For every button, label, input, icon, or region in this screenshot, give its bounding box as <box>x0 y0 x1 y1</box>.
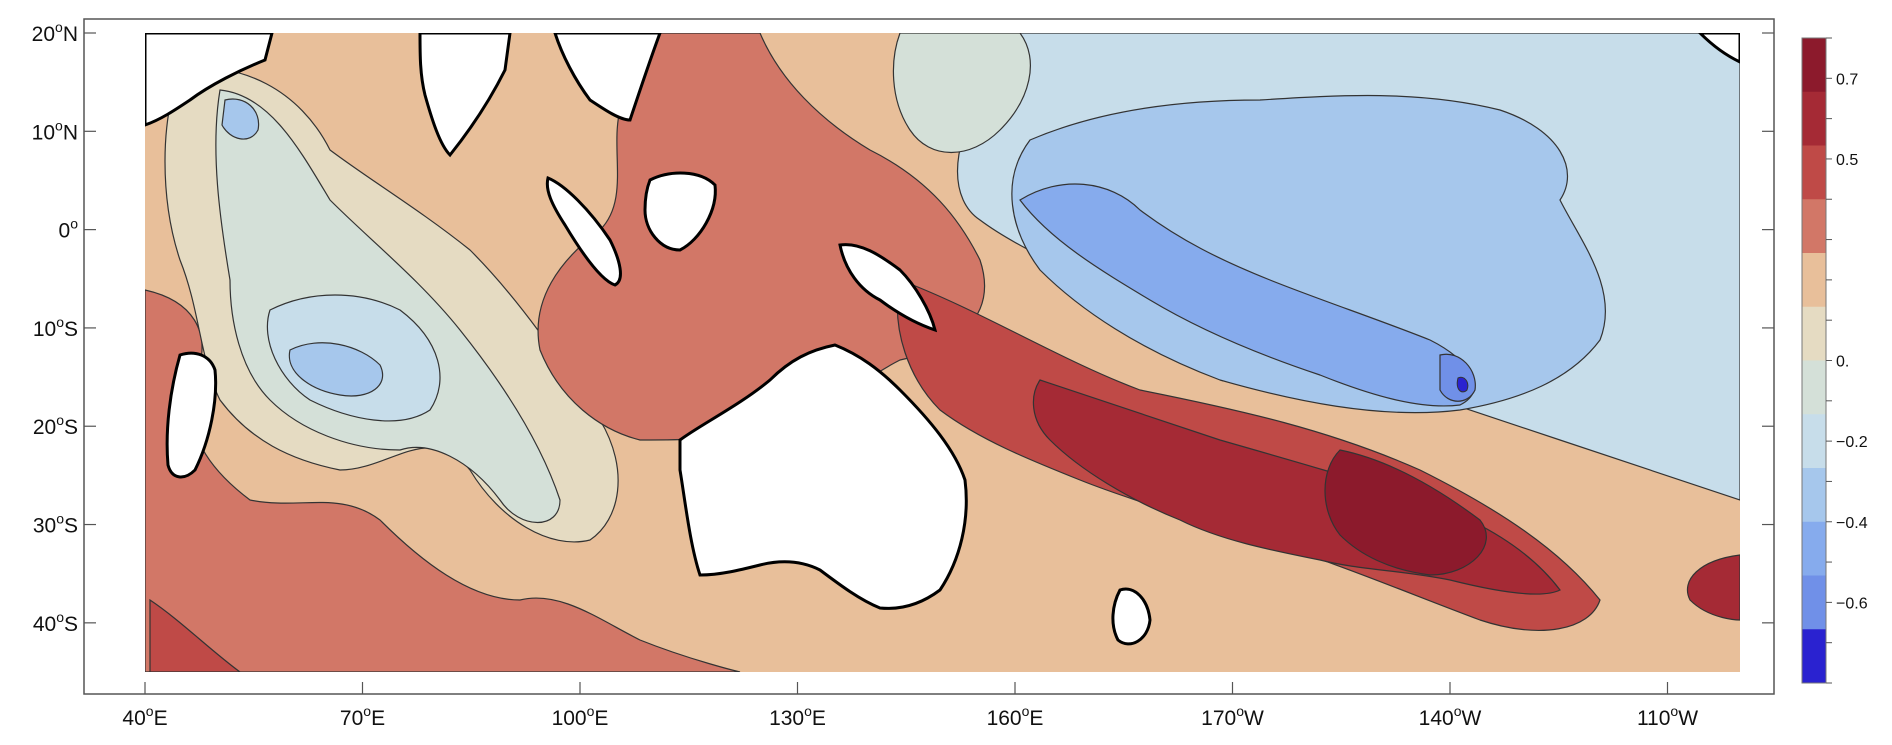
y-tick-label: 0o <box>59 216 79 243</box>
colorbar-segment <box>1802 38 1826 93</box>
x-tick-label: 70oE <box>340 703 385 730</box>
colorbar: 0.7 0.5 0. −0.2 −0.4 −0.6 <box>1801 37 1868 684</box>
colorbar-segment <box>1802 199 1826 254</box>
y-axis: 20oN 10oN 0o 10oS 20oS 30oS 40oS <box>32 19 1774 636</box>
y-tick-label: 40oS <box>33 609 78 636</box>
contour-region-east-edge-hot <box>1686 554 1740 621</box>
colorbar-segment <box>1802 414 1826 469</box>
y-tick-label: 20oN <box>32 19 78 46</box>
x-tick-label: 100oE <box>552 703 609 730</box>
colorbar-segment <box>1802 91 1826 146</box>
colorbar-label: 0.5 <box>1836 152 1858 169</box>
colorbar-label: −0.4 <box>1836 515 1868 532</box>
land-africa-horn <box>145 33 274 127</box>
x-tick-label: 160oE <box>987 703 1044 730</box>
colorbar-label: −0.6 <box>1836 595 1868 612</box>
y-tick-label: 10oS <box>33 314 78 341</box>
y-tick-label: 20oS <box>33 412 78 439</box>
land-indian-subcontinent <box>418 33 512 158</box>
contour-region-pacific-core <box>1456 376 1469 393</box>
contour-region-pacific-cold <box>1011 94 1606 414</box>
land-madagascar <box>165 351 218 479</box>
colorbar-segment <box>1802 306 1826 361</box>
x-tick-label: 170oW <box>1201 703 1264 730</box>
colorbar-label: 0. <box>1836 354 1849 371</box>
colorbar-segment <box>1802 521 1826 576</box>
colorbar-label: 0.7 <box>1836 71 1858 88</box>
land-central-america <box>1697 33 1740 64</box>
contour-region-arabian-blue <box>221 98 260 140</box>
land-australia <box>678 343 968 610</box>
colorbar-segment <box>1802 253 1826 308</box>
x-tick-label: 130oE <box>769 703 826 730</box>
y-tick-label: 10oN <box>32 117 78 144</box>
contour-region-nw-pacific-cool <box>892 33 1031 153</box>
colorbar-segment <box>1802 629 1826 684</box>
x-tick-label: 110oW <box>1637 703 1698 730</box>
contour-region-south-pacific-max <box>1324 449 1487 576</box>
land-new-guinea <box>838 243 938 333</box>
land-sumatra <box>545 175 622 287</box>
land-borneo <box>643 171 717 252</box>
ocean-contour-field <box>145 33 1740 672</box>
x-axis: 40oE 70oE 100oE 130oE 160oE 170oW 140oW 110oW <box>122 682 1698 730</box>
colorbar-segment <box>1802 575 1826 630</box>
colorbar-segment <box>1802 468 1826 523</box>
contour-region-sw-indian-hot <box>149 598 242 672</box>
land-indochina <box>553 33 662 122</box>
colorbar-segment <box>1802 145 1826 200</box>
y-tick-label: 30oS <box>33 511 78 538</box>
x-tick-label: 140oW <box>1419 703 1482 730</box>
plot-frame <box>83 18 1775 695</box>
colorbar-segment <box>1802 360 1826 415</box>
x-tick-label: 40oE <box>122 703 167 730</box>
contour-region-indian-blue <box>288 342 384 397</box>
land-masses <box>145 33 1740 646</box>
colorbar-label: −0.2 <box>1836 434 1868 451</box>
land-new-zealand <box>1111 587 1152 646</box>
